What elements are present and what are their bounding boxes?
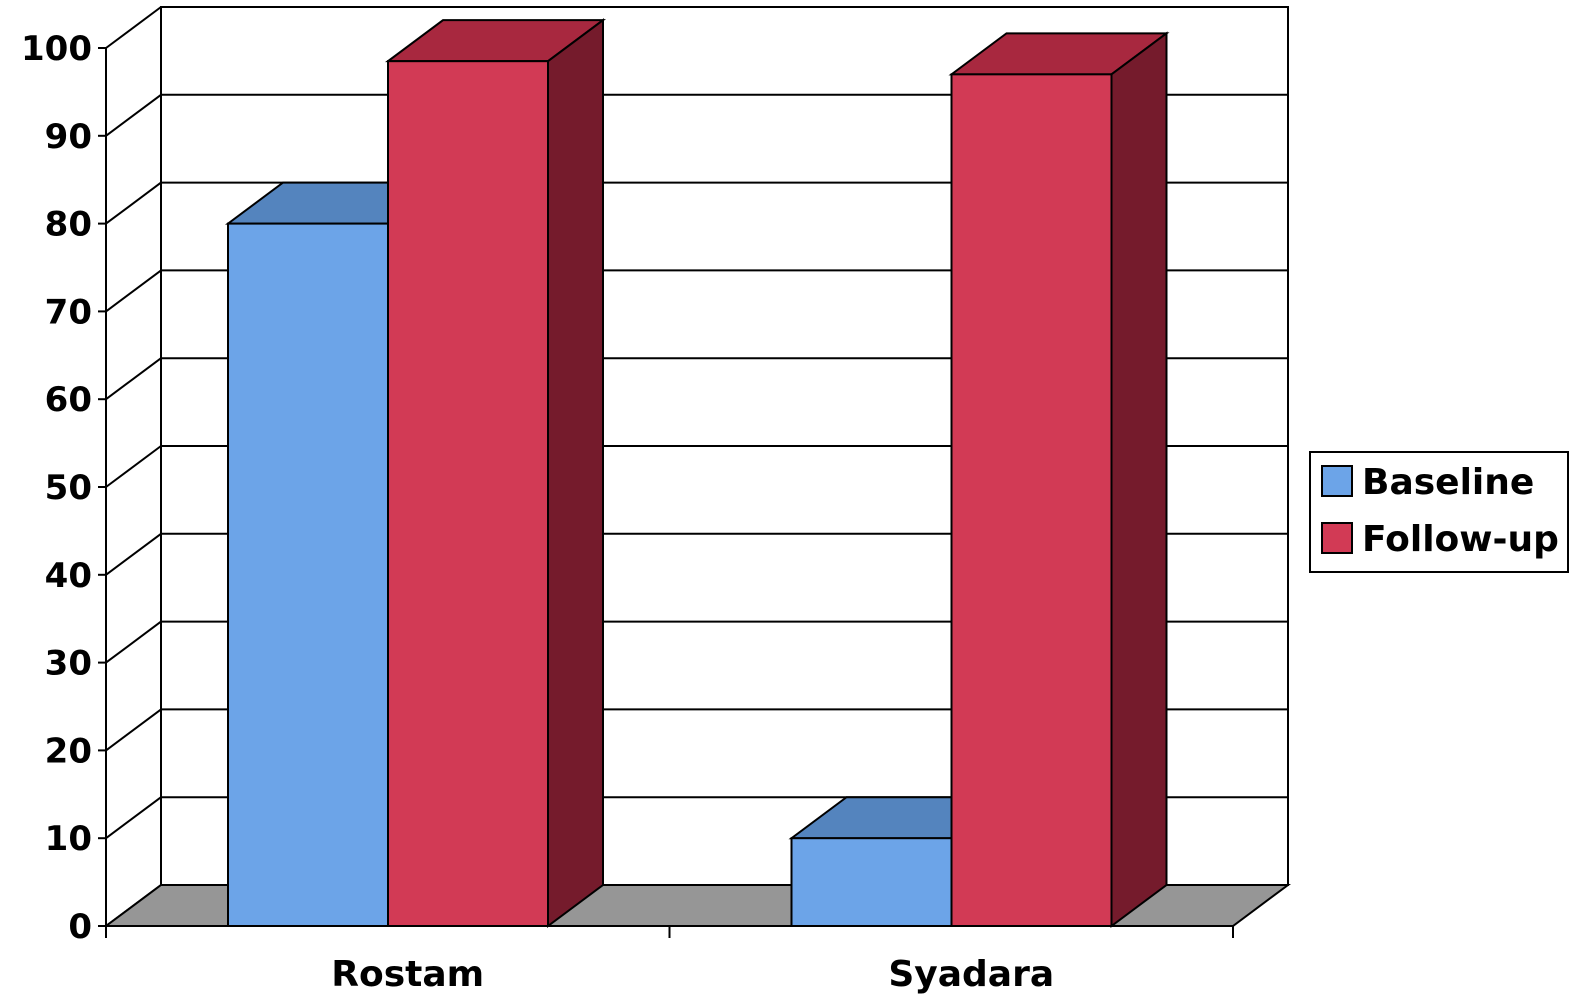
gridline-side <box>105 357 162 401</box>
gridline-side <box>105 708 162 752</box>
y-tick-label: 40 <box>45 556 92 596</box>
legend-label: Follow-up <box>1362 519 1559 560</box>
bar-side <box>547 18 604 928</box>
bar <box>224 181 447 928</box>
x-category-label: Syadara <box>888 954 1054 995</box>
y-tick-label: 60 <box>45 380 92 420</box>
bar-front <box>387 60 549 928</box>
y-axis-tick-labels: 0 10 20 30 40 50 60 70 80 90 100 <box>21 29 92 947</box>
gridline-side <box>105 181 162 225</box>
y-tick-label: 80 <box>45 205 92 245</box>
legend-swatch <box>1321 465 1353 497</box>
bar <box>384 18 607 928</box>
x-category-label: Rostam <box>331 954 484 995</box>
bar-front <box>950 73 1113 927</box>
bar-side <box>1110 31 1168 928</box>
bar-front <box>790 837 953 928</box>
gridline-side <box>105 6 162 49</box>
gridline-side <box>105 445 162 488</box>
gridline-side <box>105 532 162 576</box>
y-tick-label: 30 <box>45 644 92 684</box>
legend-item: Follow-up <box>1321 519 1559 560</box>
bars <box>224 18 1170 928</box>
x-axis-category-labels: Rostam Syadara <box>331 954 1054 995</box>
gridline-side <box>105 93 162 137</box>
y-tick-label: 90 <box>45 117 92 157</box>
y-tick-label: 50 <box>45 468 92 508</box>
y-tick-label: 100 <box>21 29 92 69</box>
gridline-side <box>105 269 162 313</box>
y-tick-label: 0 <box>68 907 92 947</box>
gridline-side <box>105 796 162 840</box>
legend-label: Baseline <box>1362 462 1534 503</box>
y-tick-label: 20 <box>45 731 92 771</box>
bar <box>948 31 1170 928</box>
legend-swatch <box>1321 522 1353 554</box>
y-tick-label: 10 <box>45 819 92 859</box>
bar-front <box>227 222 389 928</box>
y-tick-label: 70 <box>45 292 92 332</box>
legend: Baseline Follow-up <box>1309 451 1569 573</box>
legend-item: Baseline <box>1321 462 1534 503</box>
gridline-side <box>105 620 162 664</box>
